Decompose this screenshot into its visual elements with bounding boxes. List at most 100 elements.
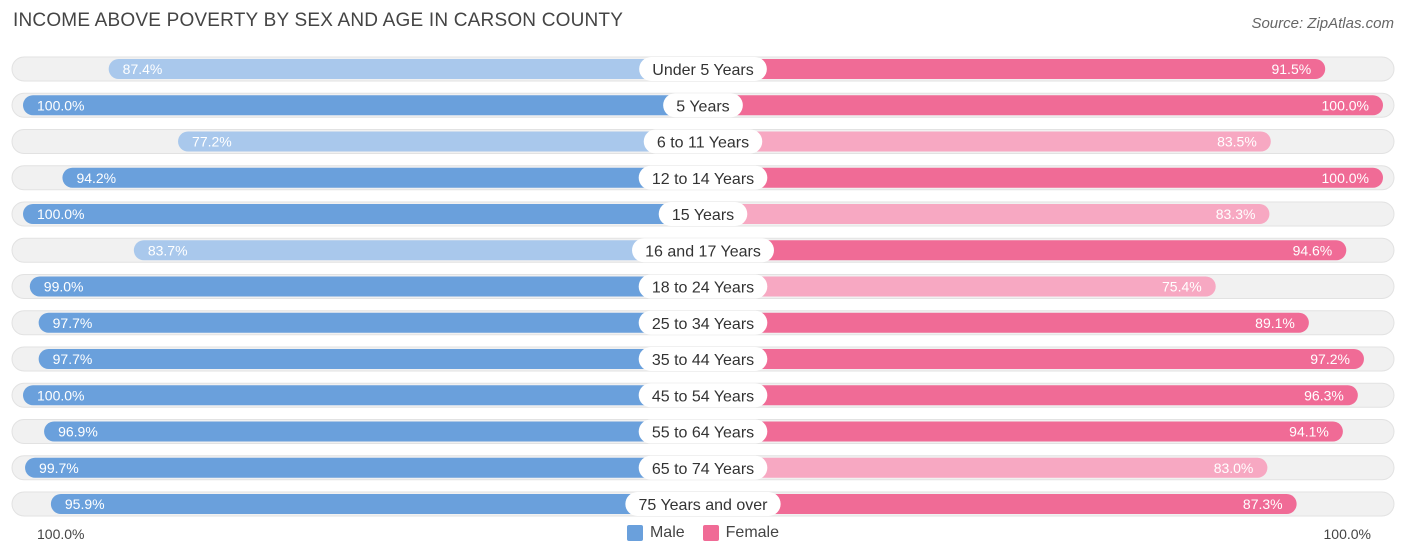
category-label: 15 Years xyxy=(672,207,734,224)
legend-swatch-male xyxy=(626,525,643,541)
bar-male xyxy=(133,240,704,261)
bar-label-female: 83.5% xyxy=(1217,134,1257,150)
category-pill xyxy=(638,419,768,444)
legend-swatch-female xyxy=(702,525,719,541)
category-pill xyxy=(638,383,768,408)
bar-male xyxy=(38,349,703,369)
legend-item-male: Male xyxy=(626,524,685,542)
bar-male xyxy=(178,131,704,152)
legend-label-male: Male xyxy=(649,524,685,541)
category-pill xyxy=(638,310,768,335)
bar-label-female: 89.1% xyxy=(1255,315,1295,331)
chart-canvas: 87.4% 91.5% Under 5 Years 100.0% 100.0% 5 Yea… xyxy=(11,56,1395,517)
bar-male xyxy=(62,167,703,188)
bar-row: 99.7% 83.0% 65 to 74 Years xyxy=(11,455,1395,481)
category-pill xyxy=(625,492,781,516)
axis-right-label: 100.0% xyxy=(1323,526,1371,542)
category-label: 35 to 44 Years xyxy=(652,352,754,369)
bar-male xyxy=(23,385,703,406)
legend-label-female: Female xyxy=(725,524,780,541)
bar-row: 95.9% 87.3% 75 Years and over xyxy=(11,491,1395,517)
category-pill xyxy=(638,455,768,480)
bar-label-female: 100.0% xyxy=(1322,97,1369,113)
bar-female xyxy=(703,95,1383,116)
category-label: 25 to 34 Years xyxy=(652,316,754,333)
category-label: 12 to 14 Years xyxy=(652,171,754,188)
bar-row: 77.2% 83.5% 6 to 11 Years xyxy=(11,129,1395,154)
source-credit: Source: ZipAtlas.com xyxy=(1251,15,1394,32)
bar-female xyxy=(703,494,1297,514)
bar-row: 97.7% 97.2% 35 to 44 Years xyxy=(11,346,1395,372)
bar-male xyxy=(108,59,704,79)
bar-row: 96.9% 94.1% 55 to 64 Years xyxy=(11,419,1395,444)
bar-label-female: 83.3% xyxy=(1216,206,1256,222)
chart-title: INCOME ABOVE POVERTY BY SEX AND AGE IN C… xyxy=(13,10,624,31)
bar-row: 94.2% 100.0% 12 to 14 Years xyxy=(11,165,1395,191)
category-pill xyxy=(638,165,768,190)
category-label: Under 5 Years xyxy=(652,62,753,79)
bar-label-female: 96.3% xyxy=(1304,387,1344,403)
category-pill xyxy=(639,57,767,81)
category-label: 18 to 24 Years xyxy=(652,280,754,297)
bar-label-male: 99.7% xyxy=(39,460,79,476)
bar-label-male: 97.7% xyxy=(53,351,93,367)
bar-row: 100.0% 100.0% 5 Years xyxy=(11,92,1395,118)
bar-label-female: 94.6% xyxy=(1293,242,1333,258)
bar-row: 83.7% 94.6% 16 and 17 Years xyxy=(11,237,1395,263)
bar-female xyxy=(703,204,1270,224)
category-pill xyxy=(663,93,743,118)
bar-female xyxy=(703,385,1358,406)
category-pill xyxy=(638,274,768,299)
bar-label-female: 83.0% xyxy=(1214,460,1254,476)
bar-female xyxy=(703,131,1271,152)
bar-female xyxy=(703,421,1343,442)
category-pill xyxy=(658,202,748,226)
bar-row: 100.0% 83.3% 15 Years xyxy=(11,201,1395,227)
bar-male xyxy=(44,421,703,442)
bar-row: 99.0% 75.4% 18 to 24 Years xyxy=(11,274,1395,299)
category-label: 16 and 17 Years xyxy=(645,243,761,260)
bar-label-male: 77.2% xyxy=(192,134,232,150)
bar-label-male: 100.0% xyxy=(37,97,84,113)
bar-female xyxy=(703,276,1216,297)
category-pill xyxy=(632,238,774,263)
bar-male xyxy=(23,204,703,224)
bar-male xyxy=(50,494,703,514)
category-pill xyxy=(643,129,763,154)
bar-label-female: 91.5% xyxy=(1271,61,1311,77)
category-label: 5 Years xyxy=(676,98,729,115)
category-label: 55 to 64 Years xyxy=(652,425,754,442)
bar-row: 87.4% 91.5% Under 5 Years xyxy=(11,56,1395,82)
bar-label-male: 87.4% xyxy=(123,61,163,77)
bar-label-female: 100.0% xyxy=(1322,170,1369,186)
bar-female xyxy=(703,457,1268,478)
bar-label-male: 83.7% xyxy=(148,242,188,258)
bar-male xyxy=(29,276,704,297)
bar-label-female: 94.1% xyxy=(1289,424,1329,440)
category-label: 75 Years and over xyxy=(639,497,769,514)
bar-row: 100.0% 96.3% 45 to 54 Years xyxy=(11,382,1395,408)
bar-label-male: 96.9% xyxy=(58,424,98,440)
bar-label-female: 97.2% xyxy=(1310,351,1350,367)
legend-item-female: Female xyxy=(702,524,780,542)
bar-label-female: 87.3% xyxy=(1243,496,1283,512)
bar-row: 97.7% 89.1% 25 to 34 Years xyxy=(11,310,1395,336)
bar-male xyxy=(23,95,703,116)
bar-female xyxy=(703,240,1347,261)
bar-female xyxy=(703,312,1309,333)
bar-label-male: 100.0% xyxy=(37,387,84,403)
bar-label-female: 75.4% xyxy=(1162,279,1202,295)
bar-label-male: 97.7% xyxy=(53,315,93,331)
bar-label-male: 95.9% xyxy=(65,496,105,512)
bar-female xyxy=(703,167,1383,188)
bar-male xyxy=(38,312,703,333)
axis-left-label: 100.0% xyxy=(37,526,85,542)
bar-male xyxy=(25,457,704,478)
category-label: 65 to 74 Years xyxy=(652,461,754,478)
bar-label-male: 99.0% xyxy=(44,279,84,295)
legend: Male Female xyxy=(0,524,1406,542)
bar-label-male: 94.2% xyxy=(76,170,116,186)
category-pill xyxy=(638,347,768,371)
category-label: 45 to 54 Years xyxy=(652,388,754,405)
bar-label-male: 100.0% xyxy=(37,206,84,222)
